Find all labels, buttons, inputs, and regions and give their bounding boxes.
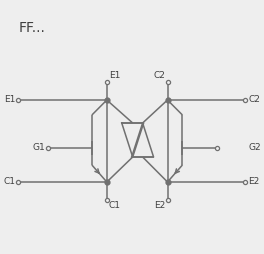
Text: C1: C1 [3, 178, 15, 186]
Text: E1: E1 [4, 96, 15, 104]
Text: G2: G2 [248, 144, 261, 152]
Text: C2: C2 [248, 96, 260, 104]
Text: C1: C1 [109, 201, 121, 211]
Text: FF...: FF... [18, 21, 45, 35]
Text: G1: G1 [32, 144, 45, 152]
Text: E2: E2 [248, 178, 259, 186]
Text: E2: E2 [154, 201, 166, 211]
Text: E1: E1 [109, 71, 120, 81]
Text: C2: C2 [154, 71, 166, 81]
